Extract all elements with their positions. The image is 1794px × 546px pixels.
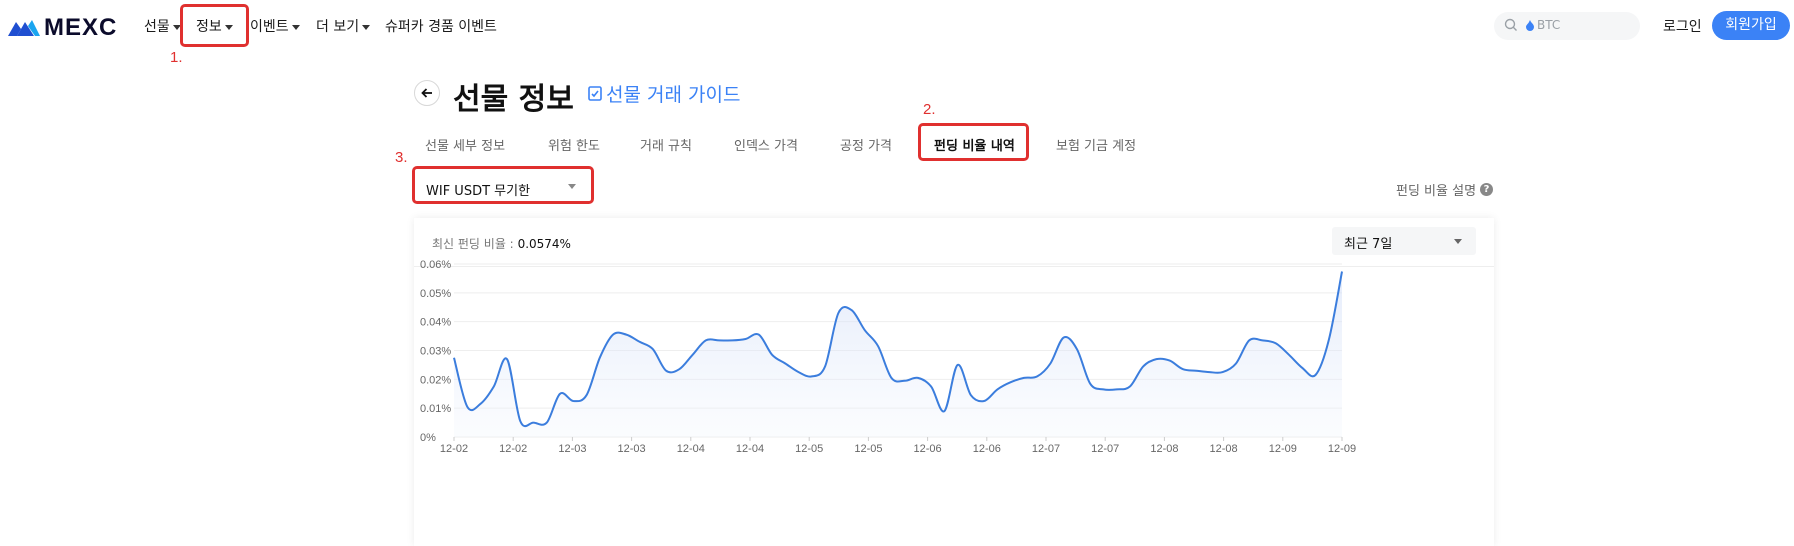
annotation-box-3 [412,166,594,204]
search-icon [1504,18,1517,31]
chevron-down-icon [172,24,181,30]
x-tick-label: 12-04 [736,443,764,455]
nav-events-label: 이벤트 [250,19,289,35]
chevron-down-icon [1454,239,1462,244]
y-tick-label: 0% [420,432,436,444]
x-tick-label: 12-04 [677,443,705,455]
y-tick-label: 0.03% [420,346,451,358]
nav-futures[interactable]: 선물 [144,16,181,36]
annotation-box-2 [918,123,1029,161]
question-icon: ? [1480,183,1494,196]
funding-rate-area [454,271,1342,437]
x-tick-label: 12-03 [618,443,646,455]
annotation-box-1 [180,4,249,47]
tab-contract-details[interactable]: 선물 세부 정보 [425,139,506,154]
nav-info-label: 정보 [196,19,222,35]
latest-funding-rate-value: 0.0574% [517,237,571,251]
latest-funding-rate: 최신 펀딩 비율 : 0.0574% [432,235,571,252]
back-button[interactable] [414,80,440,106]
logo-text: MEXC [44,14,118,41]
x-tick-label: 12-06 [914,443,942,455]
x-tick-label: 12-05 [795,443,823,455]
x-tick-label: 12-06 [973,443,1001,455]
x-tick-label: 12-05 [854,443,882,455]
nav-supercar-label: 슈퍼카 경품 이벤트 [385,19,497,35]
period-select-value: 최근 7일 [1344,237,1393,252]
funding-rate-explanation-link[interactable]: 펀딩 비율 설명 ? [1396,180,1494,199]
page-title: 선물 정보 [453,82,574,117]
nav-info[interactable]: 정보 [196,16,233,36]
funding-rate-explanation-label: 펀딩 비율 설명 [1396,184,1477,199]
chevron-down-icon [291,24,300,30]
period-select[interactable]: 최근 7일 [1332,227,1476,255]
x-tick-label: 12-07 [1091,443,1119,455]
tab-risk-limit[interactable]: 위험 한도 [548,139,600,154]
y-tick-label: 0.02% [420,374,451,386]
top-navigation: MEXC 선물 정보 이벤트 더 보기 슈퍼카 경품 이벤트 BTC 로그인 회… [0,0,1794,50]
x-tick-label: 12-08 [1210,443,1238,455]
signup-button[interactable]: 회원가입 [1712,11,1790,40]
mexc-logo[interactable]: MEXC [8,14,117,42]
nav-supercar-event[interactable]: 슈퍼카 경품 이벤트 [385,16,497,36]
flame-icon [1526,19,1534,31]
search-input[interactable]: BTC [1494,12,1640,40]
search-placeholder: BTC [1526,18,1560,32]
y-tick-label: 0.04% [420,317,451,329]
login-link[interactable]: 로그인 [1663,19,1702,35]
chart-card-header: 최신 펀딩 비율 : 0.0574% 최근 7일 [414,218,1494,267]
x-tick-label: 12-02 [499,443,527,455]
y-tick-label: 0.05% [420,288,451,300]
nav-more[interactable]: 더 보기 [316,16,371,36]
futures-guide-link[interactable]: 선물 거래 가이드 [588,80,740,107]
x-tick-label: 12-07 [1032,443,1060,455]
x-tick-label: 12-08 [1150,443,1178,455]
tab-index-price[interactable]: 인덱스 가격 [734,139,798,154]
y-tick-label: 0.01% [420,403,451,415]
latest-funding-rate-label: 최신 펀딩 비율 : [432,237,514,251]
nav-futures-label: 선물 [144,19,170,35]
nav-more-label: 더 보기 [316,19,360,35]
funding-rate-chart-card: 최신 펀딩 비율 : 0.0574% 최근 7일 0% 0.01% 0.02% 0.0… [414,218,1494,546]
funding-rate-chart: 0% 0.01% 0.02% 0.03% 0.04% 0.05% 0.06% 12-02 12… [420,259,1356,455]
mexc-logo-icon [8,20,40,36]
chevron-down-icon [362,24,371,30]
search-placeholder-text: BTC [1537,18,1561,32]
futures-guide-label: 선물 거래 가이드 [606,84,741,106]
tab-trading-rules[interactable]: 거래 규칙 [640,139,692,154]
x-tick-label: 12-09 [1269,443,1297,455]
guide-book-icon [588,86,602,101]
chevron-down-icon [568,184,576,189]
tab-fair-price[interactable]: 공정 가격 [840,139,892,154]
y-tick-label: 0.06% [420,259,451,271]
tab-insurance-fund[interactable]: 보험 기금 계정 [1056,139,1137,154]
contract-pair-select[interactable]: WIF USDT 무기한 [414,172,590,200]
annotation-number-3: 3. [395,149,408,166]
nav-events[interactable]: 이벤트 [250,16,300,36]
chevron-down-icon [224,24,233,30]
annotation-number-2: 2. [923,101,936,118]
contract-pair-value: WIF USDT 무기한 [426,184,531,199]
x-tick-label: 12-02 [440,443,468,455]
tab-funding-rate-history[interactable]: 펀딩 비율 내역 [934,139,1015,154]
arrow-left-icon [421,88,432,98]
x-tick-label: 12-03 [558,443,586,455]
funding-rate-line [453,271,1343,428]
annotation-number-1: 1. [170,49,183,66]
x-tick-label: 12-09 [1328,443,1356,455]
